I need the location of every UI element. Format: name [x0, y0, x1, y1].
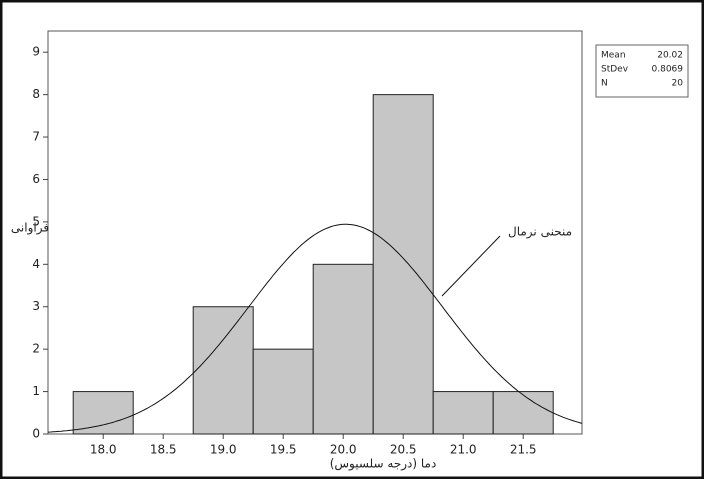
x-tick-label: 20.5: [390, 443, 417, 457]
bar: [72, 391, 134, 435]
y-tick-label: 6: [32, 172, 40, 186]
x-tick-label: 20.0: [330, 443, 357, 457]
y-tick-label: 5: [32, 214, 40, 228]
x-tick-label: 18.0: [90, 443, 117, 457]
stat-value: 20: [672, 79, 684, 89]
stats-box: [595, 44, 689, 98]
stat-label: Mean: [601, 51, 626, 61]
y-tick-label: 7: [32, 130, 40, 144]
y-tick-label: 2: [32, 342, 40, 356]
bar: [192, 306, 254, 435]
normal-curve: [47, 223, 583, 433]
stat-label: N: [601, 79, 608, 89]
bar: [252, 348, 314, 435]
x-tick-label: 18.5: [150, 443, 177, 457]
x-tick-label: 21.0: [450, 443, 477, 457]
y-tick-label: 8: [32, 87, 40, 101]
x-tick-label: 19.5: [270, 443, 297, 457]
stat-label: StDev: [601, 65, 629, 75]
annotation-leader: [441, 235, 501, 297]
y-tick-label: 0: [32, 427, 40, 441]
stat-value: 0.8069: [652, 65, 684, 75]
y-axis-label: فراوانی: [11, 221, 49, 236]
y-tick-label: 3: [32, 299, 40, 313]
y-tick-label: 9: [32, 45, 40, 59]
bar: [492, 391, 554, 435]
bar: [312, 263, 374, 435]
x-tick-label: 19.0: [210, 443, 237, 457]
bar: [372, 94, 434, 435]
bar: [432, 391, 494, 435]
x-axis-label: دما (درجه سلسیوس): [330, 457, 437, 472]
stat-value: 20.02: [657, 51, 683, 61]
y-tick-label: 1: [32, 384, 40, 398]
y-tick-label: 4: [32, 257, 40, 271]
x-tick-label: 21.5: [510, 443, 537, 457]
annotation: منحنی نرمال: [508, 225, 572, 240]
